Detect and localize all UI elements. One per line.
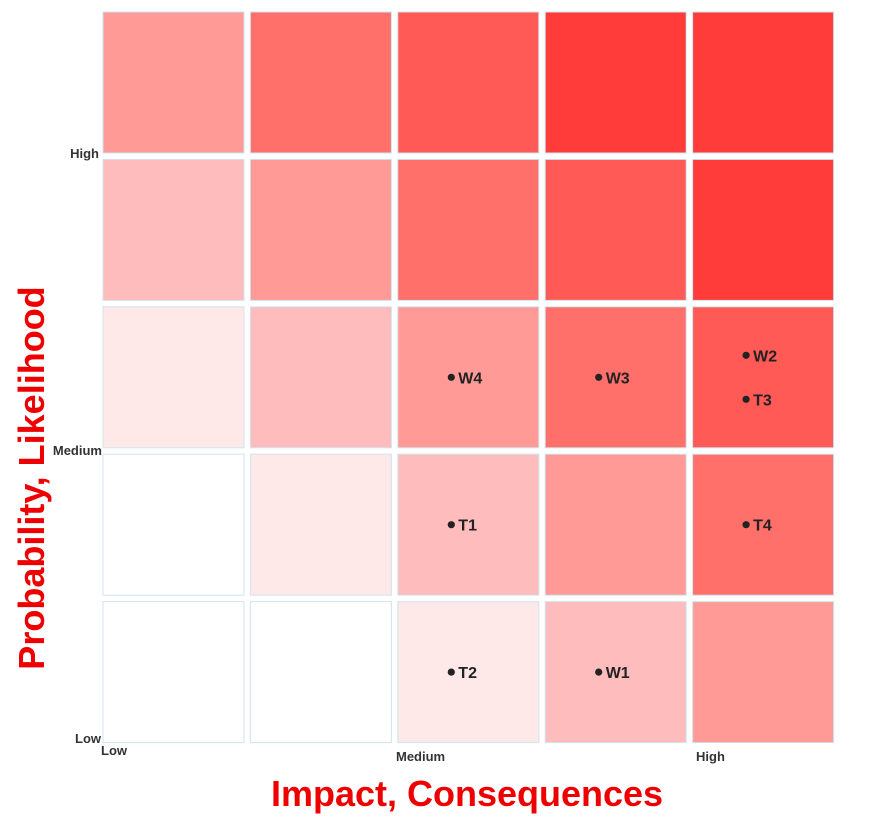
matrix-cell-r5-c1 bbox=[102, 11, 245, 154]
matrix-cell-r1-c3 bbox=[397, 601, 540, 744]
matrix-cell-r4-c1 bbox=[102, 158, 245, 301]
risk-point-w1-label: W1 bbox=[606, 665, 630, 682]
y-tick-high: High bbox=[70, 146, 99, 161]
x-tick-high: High bbox=[696, 749, 725, 764]
matrix-cell-r1-c2 bbox=[249, 601, 392, 744]
matrix-cells bbox=[102, 11, 835, 744]
x-tick-medium: Medium bbox=[396, 749, 445, 764]
risk-point-w4-marker bbox=[447, 373, 455, 381]
matrix-cell-r3-c2 bbox=[249, 306, 392, 449]
matrix-cell-r3-c5 bbox=[692, 306, 835, 449]
matrix-cell-r3-c4 bbox=[544, 306, 687, 449]
risk-point-t2-label: T2 bbox=[458, 665, 477, 682]
matrix-cell-r5-c2 bbox=[249, 11, 392, 154]
risk-point-w1-marker bbox=[595, 668, 603, 676]
matrix-cell-r2-c4 bbox=[544, 453, 687, 596]
y-tick-low: Low bbox=[75, 731, 102, 746]
y-axis-title: Probability, Likelihood bbox=[11, 286, 52, 669]
risk-point-w2-label: W2 bbox=[753, 348, 777, 365]
matrix-cell-r4-c2 bbox=[249, 158, 392, 301]
risk-point-t1-marker bbox=[447, 521, 455, 529]
matrix-cell-r3-c1 bbox=[102, 306, 245, 449]
risk-point-w4-label: W4 bbox=[458, 370, 482, 387]
risk-point-t3-label: T3 bbox=[753, 392, 772, 409]
risk-point-t3-marker bbox=[742, 395, 750, 403]
matrix-cell-r4-c5 bbox=[692, 158, 835, 301]
matrix-cell-r5-c5 bbox=[692, 11, 835, 154]
matrix-cell-r5-c3 bbox=[397, 11, 540, 154]
risk-point-w3-label: W3 bbox=[606, 370, 630, 387]
matrix-cell-r2-c3 bbox=[397, 453, 540, 596]
risk-point-t4-label: T4 bbox=[753, 518, 772, 535]
risk-point-w2-marker bbox=[742, 351, 750, 359]
matrix-cell-r1-c5 bbox=[692, 601, 835, 744]
risk-points: W4 W3 W2 T3 T1 T4 T2 W1 bbox=[447, 348, 777, 682]
matrix-cell-r1-c1 bbox=[102, 601, 245, 744]
matrix-cell-r2-c1 bbox=[102, 453, 245, 596]
x-axis-title: Impact, Consequences bbox=[271, 773, 663, 814]
risk-point-t4-marker bbox=[742, 521, 750, 529]
matrix-cell-r3-c3 bbox=[397, 306, 540, 449]
risk-point-t1-label: T1 bbox=[458, 518, 477, 535]
matrix-cell-r4-c3 bbox=[397, 158, 540, 301]
matrix-cell-r1-c4 bbox=[544, 601, 687, 744]
matrix-cell-r2-c5 bbox=[692, 453, 835, 596]
risk-point-w3-marker bbox=[595, 373, 603, 381]
y-tick-medium: Medium bbox=[53, 443, 102, 458]
x-tick-low: Low bbox=[101, 743, 128, 758]
matrix-cell-r4-c4 bbox=[544, 158, 687, 301]
matrix-cell-r2-c2 bbox=[249, 453, 392, 596]
matrix-cell-r5-c4 bbox=[544, 11, 687, 154]
risk-point-t2-marker bbox=[447, 668, 455, 676]
